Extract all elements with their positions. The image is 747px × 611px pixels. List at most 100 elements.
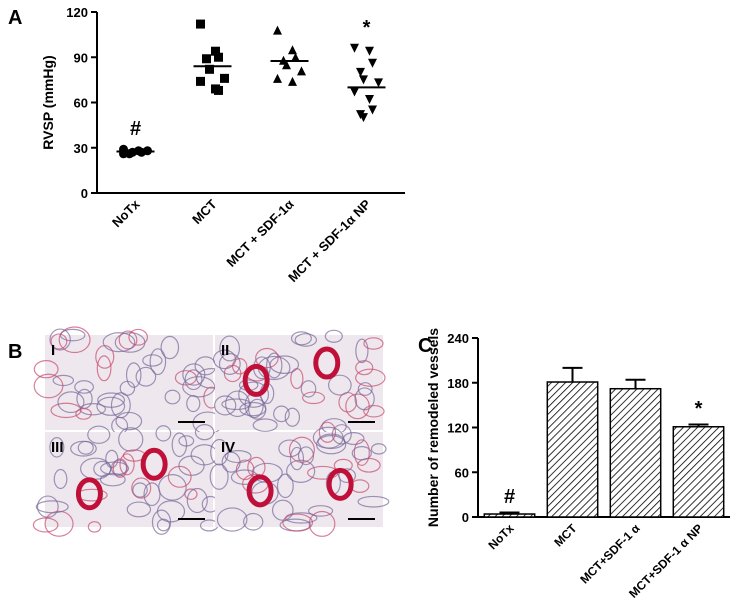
tissue-cell [312,426,344,449]
tissue-cell [119,453,135,476]
tissue-cell [143,482,161,507]
tissue-cell [219,335,241,362]
tissue-cell [58,326,91,354]
tissue-cell [302,391,326,405]
tissue-cell [354,387,375,411]
tissue-cell [307,505,334,517]
tissue-cell [128,328,148,346]
tissue-cell [44,510,74,537]
tissue-cell [355,360,374,376]
data-point [214,52,223,62]
tissue-cell [269,355,300,374]
tissue-cell [327,374,352,396]
data-point [350,43,359,53]
tissue-cell [182,376,216,398]
data-point [359,75,368,85]
y-axis-label: Number of remodeled vessels [425,328,441,527]
tissue-cell [239,401,267,417]
tissue-cell [355,338,369,364]
tissue-cell [50,333,68,350]
tissue-cell [243,512,264,531]
panel-letter: C [418,335,432,357]
panel-letter: B [8,341,22,363]
micrograph-label: II [221,342,229,359]
bar [483,513,536,518]
tissue-cell [276,473,294,499]
vessel [246,474,274,508]
data-point [288,76,297,86]
x-tick-label: MCT [189,196,220,227]
tissue-cell [355,368,386,387]
x-tick-label: MCT + SDF-1α NP [285,196,374,285]
data-point [202,54,211,64]
tissue-cell [126,501,152,518]
vessel [313,346,341,380]
tissue-cell [52,374,75,387]
tissue-cell [160,335,180,360]
tissue-cell [74,380,94,394]
tissue-cell [167,465,192,488]
y-tick-label: 120 [66,5,88,20]
tissue-cell [231,358,248,375]
vessel [242,363,270,397]
tissue-cell [289,446,305,471]
tissue-cell [282,513,314,532]
micrograph-label: III [51,439,64,456]
tissue-cell [353,439,370,466]
data-point [273,25,282,35]
tissue-cell [118,427,144,452]
tissue-cell [96,396,126,416]
tissue-cell [142,354,163,367]
tissue-cell [110,392,131,419]
data-point [196,19,205,29]
vessel [75,477,103,511]
tissue-cell [132,482,148,498]
tissue-cell [171,432,188,458]
tissue-cell [125,362,142,388]
x-tick-label: MCT [551,521,580,550]
y-tick-label: 60 [455,465,469,480]
tissue-cell [266,352,283,379]
data-point [368,105,377,115]
y-axis-label: RVSP (mmHg) [40,55,56,149]
data-point [288,45,297,55]
data-point [359,113,368,123]
tissue-cell [102,332,136,353]
data-point [291,52,300,62]
y-tick-label: 90 [74,50,88,65]
annotation: * [363,17,371,39]
tissue-cell [286,459,316,483]
bar [546,381,599,518]
tissue-cell [32,517,59,533]
tissue-cell [331,424,352,445]
tissue-cell [255,347,279,369]
tissue-cell [221,398,252,411]
micrograph-label: I [51,342,55,359]
error-bar [625,378,646,389]
tissue-cell [288,436,315,463]
bar [672,426,725,518]
tissue-cell [351,446,372,461]
annotation: # [130,118,141,140]
tissue-cell [273,405,290,423]
y-tick-label: 60 [74,96,88,111]
tissue-cell [194,424,215,441]
tissue-cell [238,381,270,408]
tissue-cell [345,393,370,420]
vessel [326,467,354,501]
panel-letter: A [8,7,22,29]
tissue-cell [135,366,157,387]
tissue-cell [290,331,312,346]
error-bar [688,423,709,427]
data-point [273,73,282,83]
y-tick-label: 120 [447,421,469,436]
x-tick-label: NoTx [109,196,143,230]
tissue-cell [59,328,86,342]
tissue-cell [252,418,278,432]
tissue-cell [318,421,337,443]
tissue-cell [338,468,357,484]
tissue-cell [284,407,301,427]
tissue-cell [96,355,112,382]
micrograph-label: IV [221,439,235,456]
